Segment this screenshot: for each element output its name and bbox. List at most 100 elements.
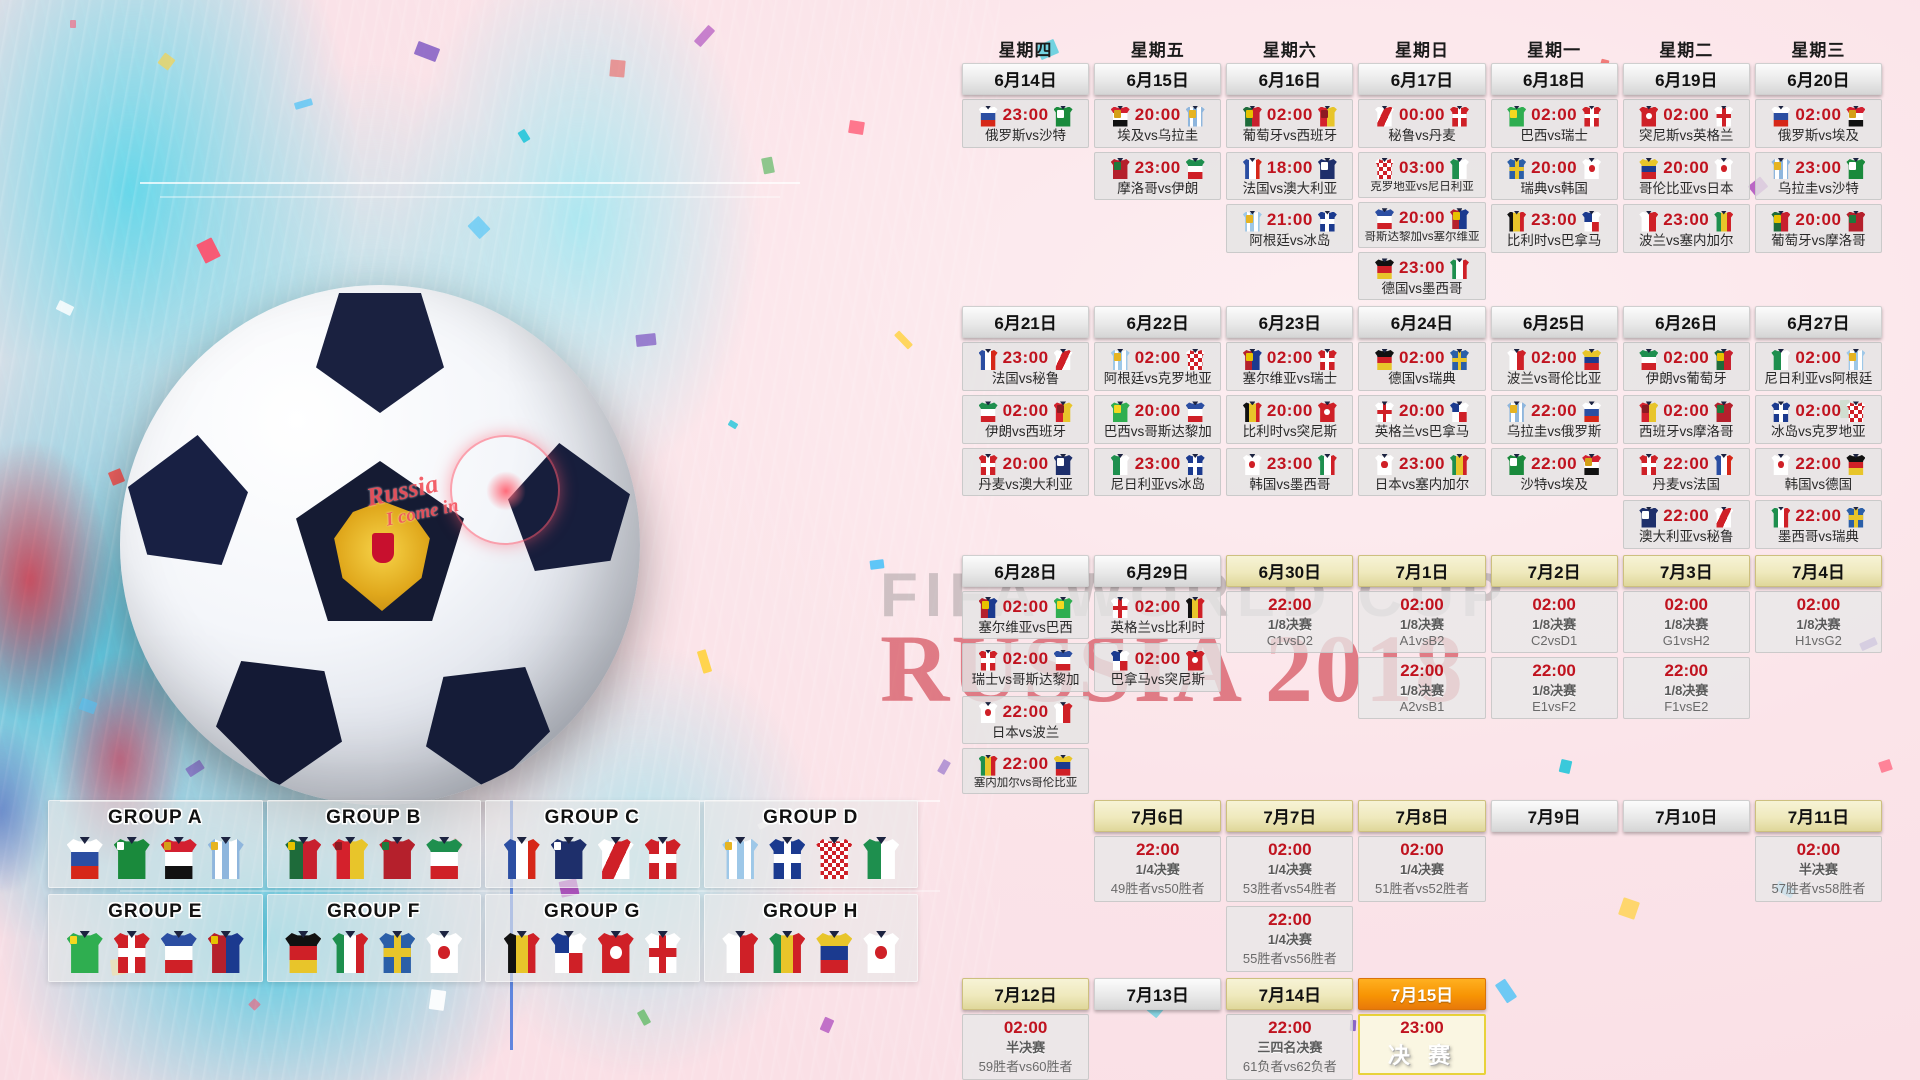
group-match-cell[interactable]: 02:00 阿根廷vs克罗地亚 [1094, 342, 1222, 391]
knockout-match-cell[interactable]: 02:00 1/4决赛 51胜者vs52胜者 [1358, 836, 1486, 903]
date-header-6月28日[interactable]: 6月28日 [962, 554, 1090, 587]
date-header-6月24日[interactable]: 6月24日 [1358, 306, 1486, 339]
date-header-6月25日[interactable]: 6月25日 [1490, 306, 1618, 339]
group-match-cell[interactable]: 02:00 塞尔维亚vs瑞士 [1226, 342, 1354, 391]
group-match-cell[interactable]: 02:00 波兰vs哥伦比亚 [1490, 342, 1618, 391]
knockout-match-cell[interactable]: 02:00 半决赛 59胜者vs60胜者 [962, 1014, 1090, 1080]
group-match-cell[interactable]: 22:00 墨西哥vs瑞典 [1754, 500, 1882, 549]
group-match-cell[interactable]: 20:00 英格兰vs巴拿马 [1358, 394, 1486, 444]
group-match-cell[interactable]: 23:00 尼日利亚vs冰岛 [1094, 447, 1222, 497]
knockout-match-cell[interactable]: 02:00 1/8决赛 C2vsD1 [1490, 590, 1618, 653]
group-match-cell[interactable]: 22:00 塞内加尔vs哥伦比亚 [962, 748, 1090, 795]
date-header-7月15日[interactable]: 7月15日 [1358, 978, 1486, 1011]
group-box-group-d[interactable]: GROUP D [703, 800, 918, 888]
date-header-7月6日[interactable]: 7月6日 [1094, 800, 1222, 833]
group-match-cell[interactable]: 23:00 俄罗斯vs沙特 [962, 99, 1090, 148]
group-match-cell[interactable]: 23:00 德国vs墨西哥 [1358, 251, 1486, 301]
group-match-cell[interactable]: 21:00 阿根廷vs冰岛 [1226, 204, 1354, 253]
knockout-match-cell[interactable]: 22:00 1/4决赛 49胜者vs50胜者 [1094, 836, 1222, 903]
group-match-cell[interactable]: 02:00 巴拿马vs突尼斯 [1094, 643, 1222, 692]
date-header-7月2日[interactable]: 7月2日 [1490, 554, 1618, 587]
date-header-7月1日[interactable]: 7月1日 [1358, 554, 1486, 587]
knockout-match-cell[interactable]: 02:00 半决赛 57胜者vs58胜者 [1754, 836, 1882, 903]
final-match-cell[interactable]: 23:00 决 赛 [1358, 1014, 1486, 1076]
group-match-cell[interactable]: 02:00 葡萄牙vs西班牙 [1226, 99, 1354, 148]
knockout-match-cell[interactable]: 02:00 1/8决赛 H1vsG2 [1754, 590, 1882, 653]
date-header-6月17日[interactable]: 6月17日 [1358, 63, 1486, 95]
group-match-cell[interactable]: 02:00 塞尔维亚vs巴西 [962, 590, 1090, 640]
date-header-6月20日[interactable]: 6月20日 [1754, 63, 1882, 95]
group-match-cell[interactable]: 02:00 西班牙vs摩洛哥 [1622, 394, 1750, 444]
group-box-group-f[interactable]: GROUP F [266, 894, 481, 982]
date-header-6月22日[interactable]: 6月22日 [1094, 306, 1222, 339]
date-header-6月19日[interactable]: 6月19日 [1622, 63, 1750, 95]
date-header-6月16日[interactable]: 6月16日 [1226, 63, 1354, 95]
group-match-cell[interactable]: 02:00 瑞士vs哥斯达黎加 [962, 643, 1090, 692]
group-box-group-h[interactable]: GROUP H [703, 894, 918, 982]
date-header-6月23日[interactable]: 6月23日 [1226, 306, 1354, 339]
group-match-cell[interactable]: 03:00 克罗地亚vs尼日利亚 [1358, 151, 1486, 198]
group-match-cell[interactable]: 20:00 比利时vs突尼斯 [1226, 394, 1354, 444]
group-match-cell[interactable]: 22:00 乌拉圭vs俄罗斯 [1490, 394, 1618, 444]
group-match-cell[interactable]: 20:00 巴西vs哥斯达黎加 [1094, 394, 1222, 444]
date-header-7月14日[interactable]: 7月14日 [1226, 978, 1354, 1011]
group-match-cell[interactable]: 23:00 日本vs塞内加尔 [1358, 447, 1486, 497]
group-match-cell[interactable]: 20:00 瑞典vs韩国 [1490, 151, 1618, 201]
date-header-6月29日[interactable]: 6月29日 [1094, 554, 1222, 587]
group-match-cell[interactable]: 23:00 波兰vs塞内加尔 [1622, 204, 1750, 253]
date-header-6月15日[interactable]: 6月15日 [1094, 63, 1222, 95]
group-match-cell[interactable]: 02:00 伊朗vs西班牙 [962, 394, 1090, 444]
group-match-cell[interactable]: 23:00 法国vs秘鲁 [962, 342, 1090, 391]
knockout-match-cell[interactable]: 02:00 1/4决赛 53胜者vs54胜者 [1226, 836, 1354, 903]
group-match-cell[interactable]: 22:00 日本vs波兰 [962, 695, 1090, 745]
group-match-cell[interactable]: 20:00 葡萄牙vs摩洛哥 [1754, 204, 1882, 253]
group-box-group-a[interactable]: GROUP A [48, 800, 263, 888]
group-match-cell[interactable]: 20:00 埃及vs乌拉圭 [1094, 99, 1222, 148]
group-box-group-c[interactable]: GROUP C [485, 800, 700, 888]
knockout-match-cell[interactable]: 22:00 三四名决赛 61负者vs62负者 [1226, 1014, 1354, 1080]
date-header-6月21日[interactable]: 6月21日 [962, 306, 1090, 339]
group-match-cell[interactable]: 23:00 摩洛哥vs伊朗 [1094, 151, 1222, 201]
date-header-7月3日[interactable]: 7月3日 [1622, 554, 1750, 587]
date-header-7月12日[interactable]: 7月12日 [962, 978, 1090, 1011]
date-header-7月9日[interactable]: 7月9日 [1490, 800, 1618, 833]
date-header-6月14日[interactable]: 6月14日 [962, 63, 1090, 95]
date-header-7月11日[interactable]: 7月11日 [1754, 800, 1882, 833]
date-header-7月13日[interactable]: 7月13日 [1094, 978, 1222, 1011]
group-match-cell[interactable]: 22:00 丹麦vs法国 [1622, 447, 1750, 497]
group-box-group-e[interactable]: GROUP E [48, 894, 263, 982]
knockout-match-cell[interactable]: 22:00 1/8决赛 C1vsD2 [1226, 590, 1354, 653]
group-match-cell[interactable]: 02:00 突尼斯vs英格兰 [1622, 99, 1750, 148]
knockout-match-cell[interactable]: 02:00 1/8决赛 G1vsH2 [1622, 590, 1750, 653]
group-match-cell[interactable]: 22:00 沙特vs埃及 [1490, 447, 1618, 497]
date-header-7月10日[interactable]: 7月10日 [1622, 800, 1750, 833]
date-header-7月4日[interactable]: 7月4日 [1754, 554, 1882, 587]
date-header-6月18日[interactable]: 6月18日 [1490, 63, 1618, 95]
group-match-cell[interactable]: 02:00 巴西vs瑞士 [1490, 99, 1618, 148]
knockout-match-cell[interactable]: 22:00 1/8决赛 A2vsB1 [1358, 656, 1486, 719]
group-box-group-g[interactable]: GROUP G [485, 894, 700, 982]
group-match-cell[interactable]: 00:00 秘鲁vs丹麦 [1358, 99, 1486, 148]
group-match-cell[interactable]: 20:00 丹麦vs澳大利亚 [962, 447, 1090, 497]
date-header-7月7日[interactable]: 7月7日 [1226, 800, 1354, 833]
knockout-match-cell[interactable]: 02:00 1/8决赛 A1vsB2 [1358, 590, 1486, 653]
group-match-cell[interactable]: 23:00 韩国vs墨西哥 [1226, 447, 1354, 497]
date-header-6月30日[interactable]: 6月30日 [1226, 554, 1354, 587]
group-box-group-b[interactable]: GROUP B [266, 800, 481, 888]
date-header-7月8日[interactable]: 7月8日 [1358, 800, 1486, 833]
knockout-match-cell[interactable]: 22:00 1/4决赛 55胜者vs56胜者 [1226, 906, 1354, 973]
group-match-cell[interactable]: 02:00 冰岛vs克罗地亚 [1754, 394, 1882, 444]
date-header-6月26日[interactable]: 6月26日 [1622, 306, 1750, 339]
group-match-cell[interactable]: 20:00 哥斯达黎加vs塞尔维亚 [1358, 201, 1486, 248]
group-match-cell[interactable]: 02:00 俄罗斯vs埃及 [1754, 99, 1882, 148]
knockout-match-cell[interactable]: 22:00 1/8决赛 E1vsF2 [1490, 656, 1618, 719]
group-match-cell[interactable]: 23:00 乌拉圭vs沙特 [1754, 151, 1882, 201]
group-match-cell[interactable]: 20:00 哥伦比亚vs日本 [1622, 151, 1750, 201]
date-header-6月27日[interactable]: 6月27日 [1754, 306, 1882, 339]
group-match-cell[interactable]: 23:00 比利时vs巴拿马 [1490, 204, 1618, 253]
group-match-cell[interactable]: 02:00 德国vs瑞典 [1358, 342, 1486, 391]
group-match-cell[interactable]: 18:00 法国vs澳大利亚 [1226, 151, 1354, 201]
group-match-cell[interactable]: 02:00 英格兰vs比利时 [1094, 590, 1222, 640]
knockout-match-cell[interactable]: 22:00 1/8决赛 F1vsE2 [1622, 656, 1750, 719]
group-match-cell[interactable]: 02:00 尼日利亚vs阿根廷 [1754, 342, 1882, 391]
